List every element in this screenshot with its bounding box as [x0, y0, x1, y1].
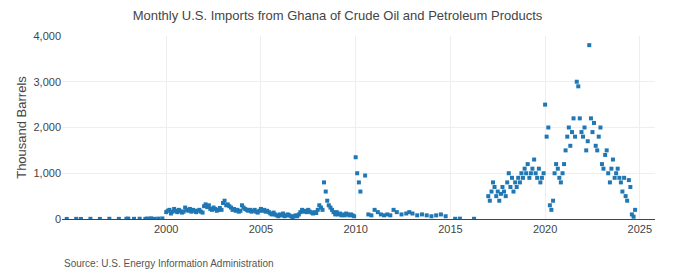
svg-text:2025: 2025 — [628, 223, 652, 235]
svg-text:4,000: 4,000 — [33, 30, 61, 42]
svg-text:Monthly U.S. Imports from Ghan: Monthly U.S. Imports from Ghana of Crude… — [133, 8, 543, 23]
svg-text:1,000: 1,000 — [33, 167, 61, 179]
svg-text:Thousand Barrels: Thousand Barrels — [14, 76, 29, 179]
svg-text:2015: 2015 — [438, 223, 462, 235]
svg-text:3,000: 3,000 — [33, 76, 61, 88]
svg-text:2010: 2010 — [343, 223, 367, 235]
svg-text:2000: 2000 — [154, 223, 178, 235]
svg-text:0: 0 — [55, 213, 61, 225]
svg-text:2005: 2005 — [249, 223, 273, 235]
svg-text:2,000: 2,000 — [33, 121, 61, 133]
svg-text:2020: 2020 — [533, 223, 557, 235]
svg-text:Source: U.S. Energy Informatio: Source: U.S. Energy Information Administ… — [64, 258, 274, 269]
